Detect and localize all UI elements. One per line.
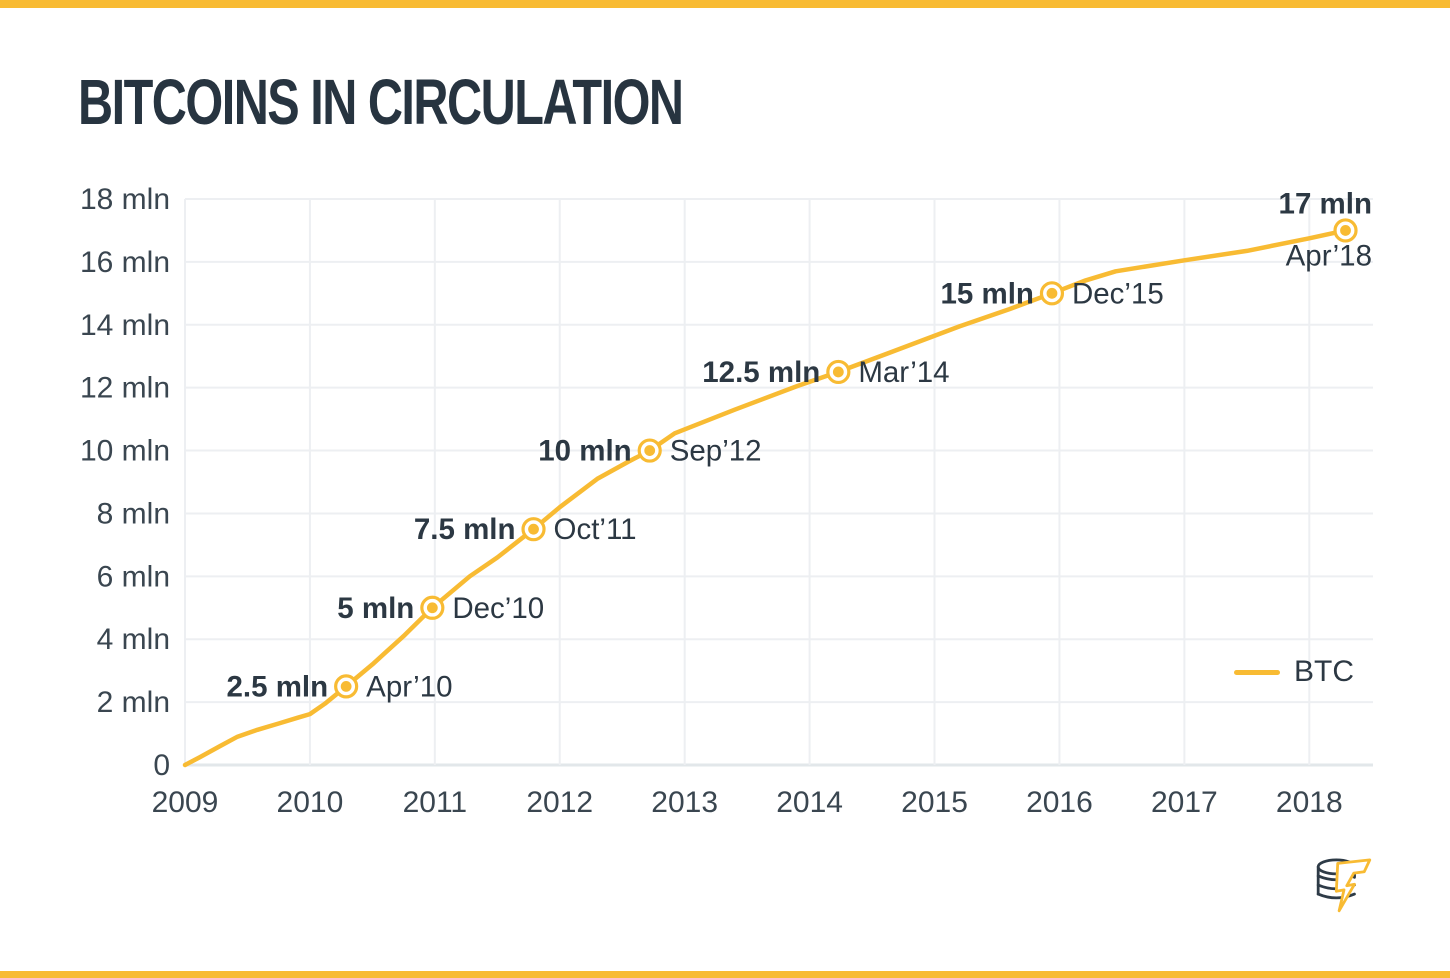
milestone-value-label: 17 mln [1279, 187, 1372, 220]
btc-supply-line [182, 228, 1348, 768]
y-tick-label: 4 mln [97, 623, 170, 656]
y-tick-label: 2 mln [97, 686, 170, 719]
x-tick-label: 2011 [403, 786, 468, 819]
x-tick-label: 2017 [1151, 786, 1218, 819]
chart-legend: BTC [1234, 654, 1354, 690]
milestone-marker-dot [340, 680, 352, 692]
milestone-value-label: 15 mln [940, 277, 1033, 310]
x-tick-label: 2018 [1276, 786, 1343, 819]
milestone-value-label: 7.5 mln [414, 513, 516, 546]
milestone-value-label: 10 mln [538, 435, 631, 468]
y-tick-label: 12 mln [80, 372, 170, 405]
milestone-marker-dot [832, 366, 844, 378]
y-tick-label: 8 mln [97, 497, 170, 530]
milestone-marker-dot [1340, 225, 1351, 236]
btc-line-swatch-icon [1234, 669, 1280, 675]
y-tick-label: 14 mln [80, 309, 170, 342]
milestone-date-label: Apr’18 [1286, 239, 1372, 272]
x-tick-label: 2012 [526, 786, 593, 819]
bottom-accent-bar [0, 971, 1450, 978]
coin-stack-lightning-icon [1316, 858, 1372, 913]
milestone-value-label: 12.5 mln [702, 356, 820, 389]
milestone-date-label: Apr’10 [366, 670, 452, 703]
milestone-date-label: Dec’15 [1072, 277, 1164, 310]
lightning-bolt-icon [1334, 858, 1372, 913]
y-tick-label: 18 mln [80, 183, 170, 216]
milestone-value-label: 2.5 mln [226, 670, 328, 703]
x-tick-label: 2015 [901, 786, 968, 819]
legend-label: BTC [1294, 655, 1354, 688]
milestone-value-label: 5 mln [337, 592, 414, 625]
page-title: BITCOINS IN CIRCULATION [78, 66, 684, 138]
y-tick-label: 0 [153, 749, 170, 782]
x-tick-label: 2016 [1026, 786, 1093, 819]
milestone-marker-dot [1046, 287, 1058, 299]
x-tick-label: 2013 [651, 786, 718, 819]
y-tick-label: 6 mln [97, 560, 170, 593]
x-tick-label: 2010 [277, 786, 344, 819]
milestone-date-label: Dec’10 [452, 592, 544, 625]
milestone-marker-dot [426, 602, 438, 614]
milestone-date-label: Sep’12 [670, 435, 762, 468]
y-tick-label: 10 mln [80, 435, 170, 468]
top-accent-bar [0, 0, 1450, 8]
y-tick-label: 16 mln [80, 246, 170, 279]
milestone-marker-dot [528, 523, 539, 535]
milestone-date-label: Oct’11 [554, 513, 637, 546]
milestone-date-label: Mar’14 [858, 356, 949, 389]
milestone-marker-dot [644, 445, 656, 456]
x-tick-label: 2009 [152, 786, 219, 819]
x-tick-label: 2014 [776, 786, 843, 819]
